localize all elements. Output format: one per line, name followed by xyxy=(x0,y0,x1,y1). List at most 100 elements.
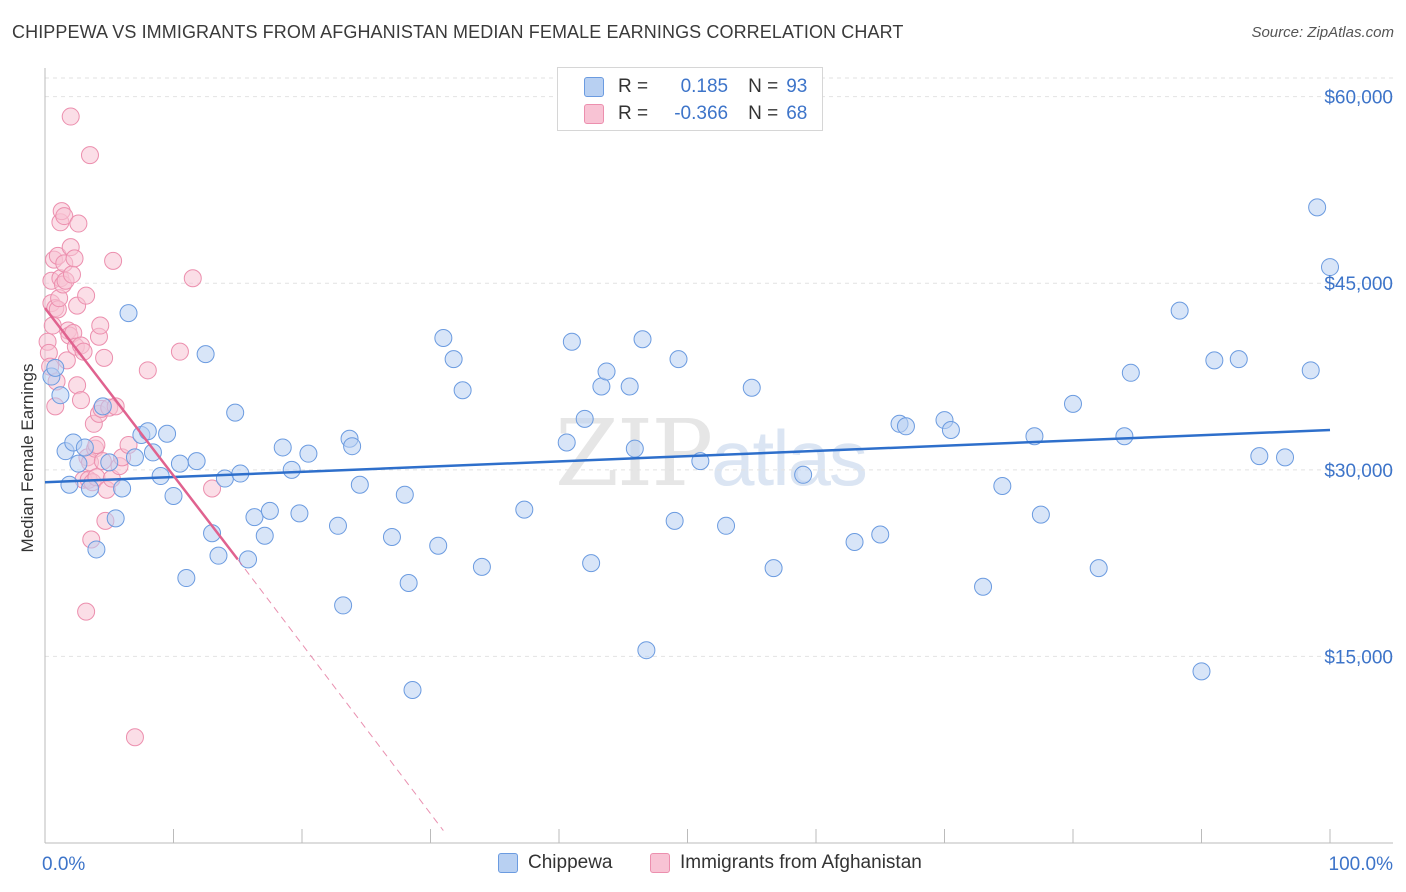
chippewa-point xyxy=(429,536,448,555)
legend-item-chippewa: Chippewa xyxy=(498,852,613,874)
chippewa-point xyxy=(138,422,157,441)
chippewa-point xyxy=(299,444,318,463)
chippewa-point xyxy=(625,439,644,458)
chippewa-point xyxy=(399,574,418,593)
afghan-point xyxy=(80,146,99,165)
chippewa-point xyxy=(170,454,189,473)
afghan-point xyxy=(77,602,96,621)
chippewa-point xyxy=(557,433,576,452)
afghan-point xyxy=(61,107,80,126)
x-tick-label: 100.0% xyxy=(1329,854,1394,875)
legend-label-afghan: Immigrants from Afghanistan xyxy=(680,852,922,873)
chippewa-swatch xyxy=(498,853,518,873)
chippewa-point xyxy=(845,532,864,551)
chippewa-point xyxy=(764,559,783,578)
chippewa-point xyxy=(1308,198,1327,217)
afghan-point xyxy=(65,249,84,268)
afghan-point xyxy=(91,316,110,335)
chippewa-point xyxy=(974,577,993,596)
chippewa-points xyxy=(42,198,1339,699)
chippewa-point xyxy=(75,438,94,457)
chippewa-point xyxy=(1321,258,1339,277)
chippewa-point xyxy=(620,377,639,396)
chippewa-point xyxy=(382,528,401,546)
chippewa-point xyxy=(215,469,234,488)
chippewa-point xyxy=(245,508,264,527)
chippewa-point xyxy=(1229,350,1248,369)
chippewa-point xyxy=(871,525,890,544)
chippewa-point xyxy=(60,475,79,494)
afghan-point xyxy=(104,251,123,270)
chippewa-point xyxy=(434,328,453,347)
afghan-point xyxy=(125,728,144,747)
gridlines xyxy=(45,77,1393,657)
chippewa-point xyxy=(472,557,491,576)
chippewa-point xyxy=(669,350,688,369)
y-axis-label: Median Female Earnings xyxy=(18,363,37,553)
chippewa-point xyxy=(93,397,112,416)
afghan-point xyxy=(69,214,88,233)
legend-r-value: -0.366 xyxy=(674,103,729,124)
x-tick-label: 0.0% xyxy=(42,854,85,875)
chippewa-point xyxy=(1025,427,1044,446)
chippewa-point xyxy=(1192,662,1211,681)
watermark: ZIPatlas xyxy=(555,400,868,507)
chippewa-point xyxy=(1121,363,1140,382)
chippewa-point xyxy=(119,304,138,323)
chippewa-point xyxy=(1115,427,1134,446)
afghan-point xyxy=(62,265,81,284)
legend-n-label: N = xyxy=(748,76,779,97)
chippewa-point xyxy=(1301,361,1320,380)
afghan-swatch xyxy=(584,104,604,124)
chippewa-point xyxy=(395,485,414,504)
chippewa-point xyxy=(1276,448,1295,467)
chippewa-point xyxy=(69,454,88,473)
chippewa-point xyxy=(1089,559,1108,578)
chippewa-point xyxy=(592,377,611,396)
chippewa-point xyxy=(350,475,369,494)
legend-r-value: 0.185 xyxy=(680,76,729,97)
chippewa-point xyxy=(113,479,132,498)
chippewa-point xyxy=(106,509,125,528)
chippewa-point xyxy=(177,569,196,588)
chippewa-point xyxy=(562,332,581,351)
chippewa-point xyxy=(164,486,183,505)
afghan-trend-line xyxy=(44,307,239,561)
chippewa-point xyxy=(896,417,915,436)
afghan-point xyxy=(183,269,202,288)
chippewa-point xyxy=(1205,351,1224,370)
chippewa-point xyxy=(343,437,362,456)
afghan-trend-extension xyxy=(237,559,444,831)
chippewa-point xyxy=(403,681,422,699)
legend-r-label: R = xyxy=(618,103,649,124)
legend-row-chippewa: R = 0.185 N = 93 xyxy=(584,75,807,99)
chippewa-point xyxy=(282,460,301,479)
chippewa-point xyxy=(717,516,736,535)
chippewa-point xyxy=(1031,505,1050,524)
y-tick-label: $60,000 xyxy=(1324,88,1393,109)
chippewa-point xyxy=(273,438,292,457)
afghan-point xyxy=(170,342,189,361)
chippewa-point xyxy=(187,452,206,471)
chippewa-point xyxy=(125,448,144,467)
legend-r-label: R = xyxy=(618,76,649,97)
chippewa-point xyxy=(444,350,463,369)
legend-row-afghan: R = -0.366 N = 68 xyxy=(584,102,807,126)
chippewa-point xyxy=(1064,394,1082,413)
legend-label-chippewa: Chippewa xyxy=(528,852,613,873)
trend-lines xyxy=(44,307,1331,831)
legend-item-afghan: Immigrants from Afghanistan xyxy=(650,852,922,874)
chippewa-point xyxy=(1250,447,1269,466)
chippewa-point xyxy=(46,358,65,377)
chippewa-point xyxy=(239,550,258,569)
afghan-point xyxy=(68,376,87,395)
chippewa-point xyxy=(633,330,652,349)
chippewa-point xyxy=(794,465,813,484)
legend-n-value: 68 xyxy=(786,103,808,124)
afghan-point xyxy=(71,391,90,410)
chippewa-point xyxy=(515,500,534,519)
chippewa-trend-line xyxy=(44,428,1331,484)
afghan-point xyxy=(77,286,96,305)
chippewa-point xyxy=(582,554,601,573)
